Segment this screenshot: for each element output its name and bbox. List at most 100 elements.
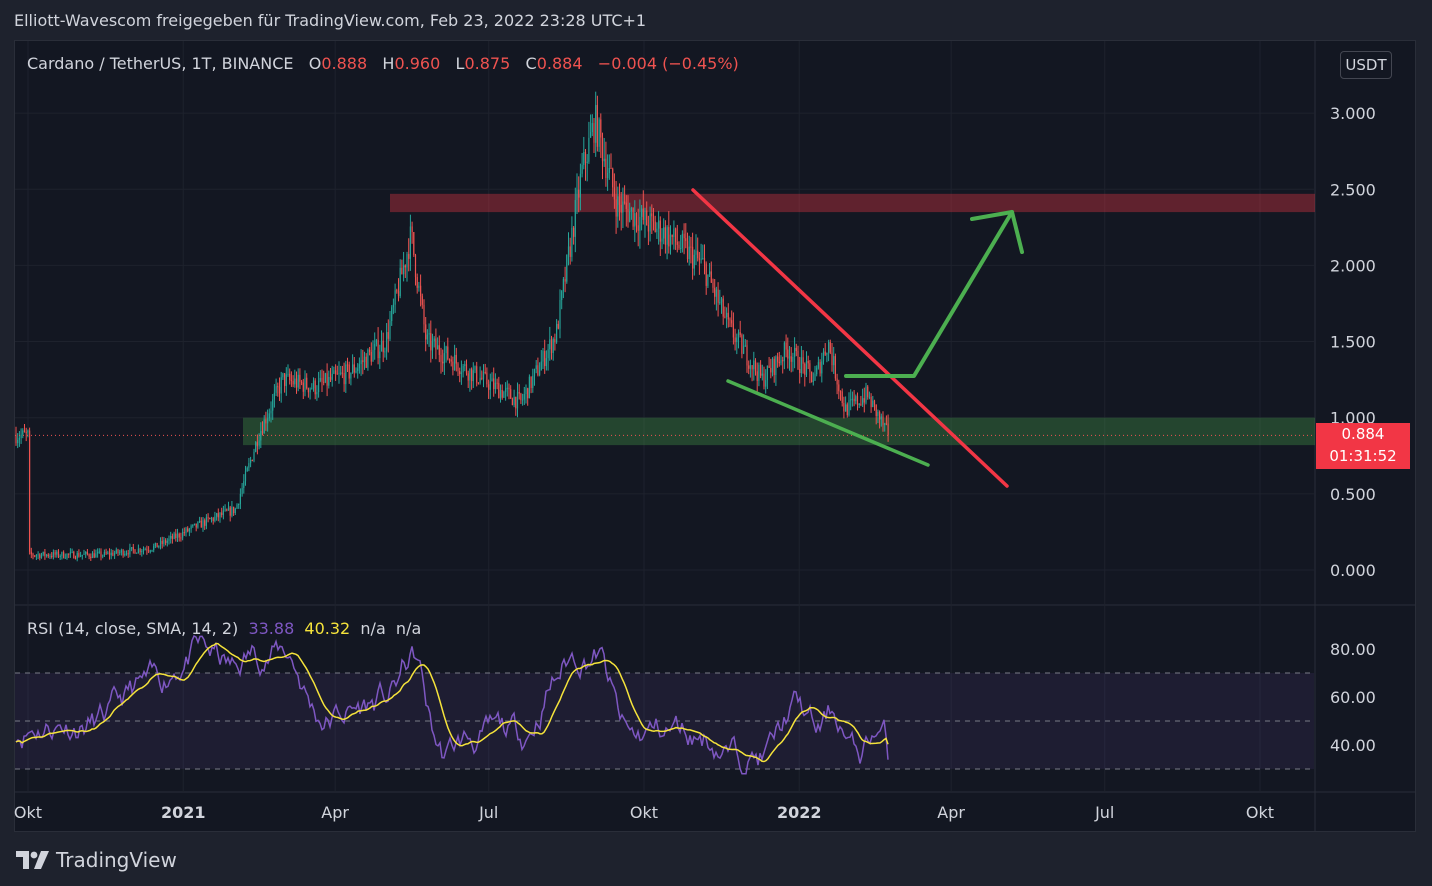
candle-body — [579, 173, 581, 198]
candle-body — [719, 302, 721, 304]
candle-body — [851, 398, 853, 400]
candle-body — [569, 246, 571, 257]
candle-body — [593, 123, 595, 143]
candle-body — [295, 378, 298, 388]
candle-body — [634, 213, 636, 227]
candle-body — [743, 346, 745, 354]
candle-body — [732, 323, 734, 338]
candle-body — [727, 312, 729, 320]
candle-body — [268, 413, 270, 419]
candle-body — [226, 509, 228, 511]
change-value: −0.004 (−0.45%) — [597, 54, 739, 73]
rsi-line — [15, 635, 889, 775]
candle-body — [261, 430, 264, 434]
candle-body — [884, 423, 886, 425]
candle-body — [178, 533, 180, 538]
currency-badge[interactable]: USDT — [1340, 51, 1392, 79]
candle-body — [217, 513, 219, 518]
candle-body — [550, 339, 553, 353]
candle-body — [654, 221, 656, 233]
candle-body — [601, 137, 604, 162]
candle-body — [695, 250, 697, 255]
candle-body — [855, 396, 857, 402]
candle-body — [42, 551, 44, 555]
candle-body — [367, 349, 369, 368]
candle-body — [663, 227, 665, 239]
candle-body — [822, 351, 825, 362]
candle-body — [491, 378, 493, 382]
candle-body — [484, 371, 486, 373]
candle-body — [639, 216, 641, 231]
candle-body — [399, 267, 401, 297]
candle-body — [76, 553, 78, 559]
candle-body — [248, 463, 250, 468]
candle-body — [882, 416, 884, 425]
candle-body — [312, 380, 315, 389]
candle-body — [516, 392, 519, 409]
candle-body — [508, 387, 510, 390]
time-tick-label: 2021 — [161, 803, 206, 822]
candle-body — [413, 232, 415, 255]
candle-body — [200, 520, 202, 528]
candle-body — [862, 398, 864, 405]
candle-body — [457, 363, 459, 372]
candle-body — [658, 220, 660, 229]
candle-body — [338, 372, 340, 374]
candle-body — [59, 555, 61, 557]
candle-body — [260, 430, 262, 441]
candle-body — [163, 540, 165, 544]
candle-body — [433, 338, 435, 342]
candle-body — [168, 538, 170, 541]
rsi-name[interactable]: RSI (14, close, SMA, 14, 2) — [27, 619, 239, 638]
candle-body — [311, 388, 313, 390]
candle-body — [841, 391, 843, 403]
candle-body — [224, 509, 226, 511]
candle-body — [438, 345, 440, 355]
candle-body — [154, 542, 156, 547]
green-arrow-head — [970, 210, 1024, 254]
candle-body — [265, 419, 267, 424]
candle-body — [47, 554, 49, 557]
candle-body — [241, 487, 243, 494]
chart-frame — [14, 40, 1416, 832]
candle-body — [635, 213, 638, 226]
candle-body — [799, 369, 801, 374]
candle-body — [618, 196, 621, 205]
symbol-label[interactable]: Cardano / TetherUS, 1T, BINANCE — [27, 54, 294, 73]
candle-body — [773, 358, 775, 375]
candle-body — [253, 451, 255, 461]
tradingview-logo[interactable]: TradingView — [16, 848, 177, 872]
candle-body — [821, 361, 823, 374]
candle-body — [741, 335, 743, 354]
candle-body — [467, 373, 469, 381]
resistance-zone — [390, 193, 1315, 213]
candle-body — [542, 351, 544, 362]
candle-body — [836, 378, 838, 385]
candle-body — [146, 549, 148, 551]
candle-body — [54, 552, 56, 555]
candle-body — [408, 254, 410, 259]
candle-body — [107, 552, 109, 554]
rsi-value: 33.88 — [248, 619, 295, 638]
candle-body — [465, 364, 468, 374]
rsi-tick-label: 80.00 — [1330, 640, 1376, 659]
rsi-tick-label: 40.00 — [1330, 736, 1376, 755]
candle-body — [153, 546, 155, 551]
candle-body — [316, 392, 318, 395]
candle-body — [557, 323, 559, 329]
candle-body — [846, 404, 848, 416]
price-tick-label: 2.500 — [1330, 180, 1376, 199]
candle-body — [724, 316, 726, 318]
candle-body — [535, 365, 537, 370]
time-tick-label: Apr — [321, 803, 349, 822]
candle-body — [848, 400, 850, 416]
candle-body — [442, 361, 444, 364]
candle-body — [185, 528, 187, 533]
candle-body — [817, 362, 819, 368]
candle-body — [35, 555, 37, 557]
candle-body — [290, 380, 292, 382]
candle-body — [760, 364, 762, 376]
candle-body — [885, 423, 887, 425]
candle-body — [518, 392, 520, 394]
